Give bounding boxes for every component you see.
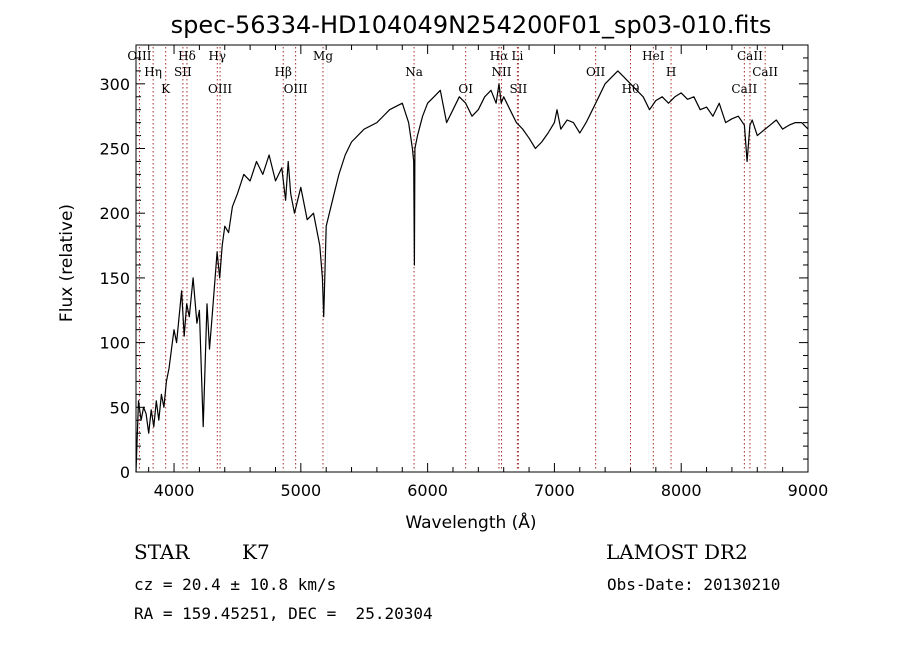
- plot-frame: [135, 44, 809, 473]
- x-tick-label: 8000: [661, 481, 702, 500]
- spectral-line-label: Hα: [490, 49, 509, 63]
- chart-title: spec-56334-HD104049N254200F01_sp03-010.f…: [171, 11, 772, 39]
- x-tick-label: 5000: [280, 481, 321, 500]
- spectral-line-label: OI: [458, 82, 473, 96]
- spectral-line-label: CaII: [752, 65, 778, 79]
- spectrum-line: [135, 70, 809, 473]
- y-tick-label: 100: [99, 334, 130, 353]
- spectral-line-label: Hθ: [622, 82, 640, 96]
- observation-date: Obs-Date: 20130210: [607, 575, 781, 594]
- object-subclass: K7: [242, 540, 270, 564]
- survey-name: LAMOST DR2: [606, 540, 748, 564]
- spectral-line-label: K: [161, 82, 171, 96]
- y-tick-label: 0: [120, 463, 130, 482]
- spectral-line-label: Hη: [144, 65, 162, 79]
- x-tick-label: 7000: [534, 481, 575, 500]
- spectral-line-label: Li: [511, 49, 523, 63]
- spectral-line-label: Hγ: [208, 49, 226, 63]
- y-tick-label: 200: [99, 204, 130, 223]
- y-tick-label: 250: [99, 140, 130, 159]
- spectral-line-label: OIII: [127, 49, 151, 63]
- spectral-line-label: Hδ: [178, 49, 196, 63]
- object-class: STAR: [134, 540, 190, 564]
- redshift-velocity: cz = 20.4 ± 10.8 km/s: [134, 575, 337, 594]
- y-tick-label: 50: [110, 398, 130, 417]
- spectral-line-label: OIII: [208, 82, 232, 96]
- spectral-line-label: HeI: [642, 49, 665, 63]
- spectral-line-label: NII: [492, 65, 512, 79]
- spectral-line-label: SII: [174, 65, 192, 79]
- spectral-line-label: OII: [586, 65, 606, 79]
- x-tick-label: 6000: [407, 481, 448, 500]
- spectral-line-label: CaII: [737, 49, 763, 63]
- spectral-line-label: OIII: [284, 82, 308, 96]
- ra-dec-coordinates: RA = 159.45251, DEC = 25.20304: [134, 604, 433, 623]
- y-axis-label: Flux (relative): [57, 204, 77, 322]
- y-tick-label: 150: [99, 269, 130, 288]
- x-axis-label: Wavelength (Å): [405, 511, 536, 533]
- spectral-line-label: Na: [405, 65, 423, 79]
- plot-area: 4000 5000 6000 7000 8000 9000 0 50 100 150 200 250 3…: [99, 44, 829, 500]
- spectral-line-label: CaII: [731, 82, 757, 96]
- y-tick-label: 300: [99, 75, 130, 94]
- x-tick-label: 9000: [788, 481, 829, 500]
- spectral-line-label: SII: [510, 82, 528, 96]
- x-tick-label: 4000: [154, 481, 195, 500]
- spectral-line-label: Hβ: [275, 65, 292, 79]
- spectral-line-label: Mg: [313, 49, 333, 63]
- spectral-line-label: H: [666, 65, 676, 79]
